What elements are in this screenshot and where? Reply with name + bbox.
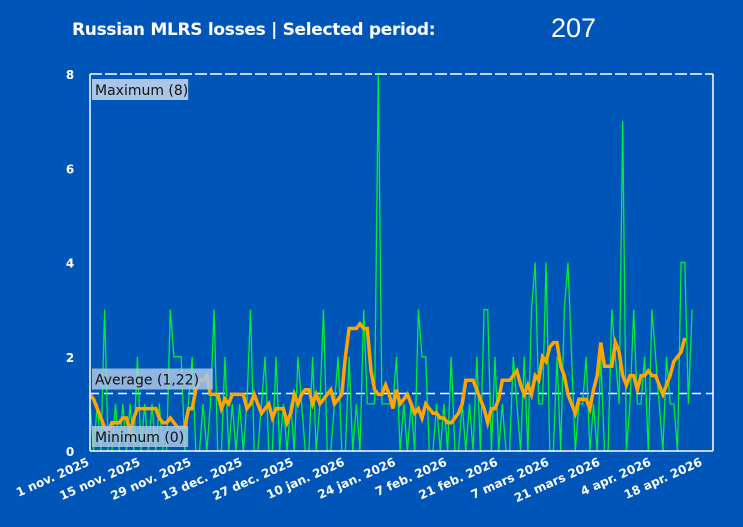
maximum-label: Maximum (8) bbox=[95, 83, 188, 99]
reference-labels: Maximum (8) Average (1,22) Minimum (0) bbox=[92, 79, 213, 447]
x-tick-label: 21 mars 2026 bbox=[512, 455, 602, 505]
minimum-label-box bbox=[92, 426, 189, 447]
average-label-box bbox=[92, 368, 213, 390]
y-tick-label: 0 bbox=[66, 445, 74, 459]
y-tick-label: 6 bbox=[66, 162, 74, 176]
y-tick-label: 4 bbox=[66, 257, 74, 271]
plot-frame bbox=[89, 74, 714, 452]
maximum-label-box bbox=[92, 79, 189, 100]
y-tick-label: 2 bbox=[66, 351, 74, 365]
minimum-label: Minimum (0) bbox=[95, 430, 184, 446]
average-label: Average (1,22) bbox=[95, 373, 199, 389]
y-axis-ticks: 0 2 4 6 8 bbox=[66, 68, 74, 459]
series-lines bbox=[88, 73, 693, 452]
daily-losses-line bbox=[89, 73, 693, 452]
chart-title: Russian MLRS losses | Selected period: bbox=[72, 20, 436, 40]
selected-period-total: 207 bbox=[551, 13, 597, 43]
y-tick-label: 8 bbox=[66, 68, 74, 82]
moving-average-line bbox=[88, 320, 687, 440]
